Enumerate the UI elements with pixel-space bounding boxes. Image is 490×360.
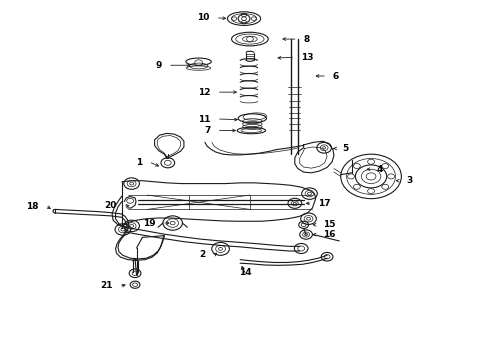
Text: 8: 8 (304, 35, 310, 44)
Text: 6: 6 (333, 72, 339, 81)
Text: 17: 17 (318, 199, 331, 208)
Text: 18: 18 (26, 202, 39, 211)
Text: 20: 20 (104, 201, 117, 210)
Text: 13: 13 (301, 53, 314, 62)
Text: 5: 5 (343, 144, 349, 153)
Text: 16: 16 (323, 230, 336, 239)
Text: 21: 21 (100, 281, 113, 290)
Text: 7: 7 (204, 126, 211, 135)
Text: 19: 19 (144, 219, 156, 228)
Text: 14: 14 (239, 268, 251, 277)
Text: 12: 12 (198, 87, 211, 96)
Text: 11: 11 (198, 114, 211, 123)
Text: 3: 3 (406, 176, 413, 185)
Text: 9: 9 (155, 61, 162, 70)
Text: 15: 15 (323, 220, 336, 229)
Text: 1: 1 (136, 158, 143, 167)
Text: 4: 4 (377, 165, 383, 174)
Text: 10: 10 (197, 13, 210, 22)
Text: 2: 2 (199, 250, 206, 259)
